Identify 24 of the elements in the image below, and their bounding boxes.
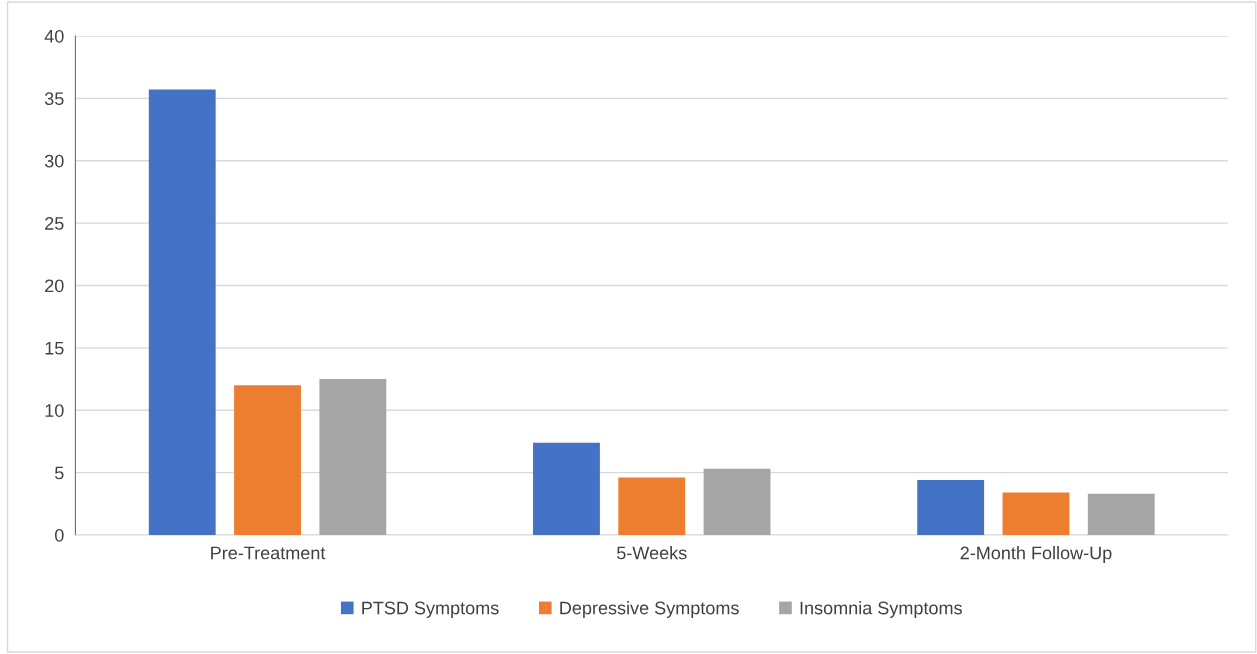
y-tick-label: 35 <box>44 92 64 106</box>
legend-label: PTSD Symptoms <box>362 601 499 618</box>
x-tick-label: 2-Month Follow-Up <box>960 546 1112 563</box>
bar <box>618 477 686 535</box>
bar <box>533 442 600 535</box>
y-tick-label: 0 <box>54 528 64 542</box>
bar <box>148 89 216 535</box>
legend-label: Insomnia Symptoms <box>800 601 962 618</box>
x-tick-label: 5-Weeks <box>617 546 687 560</box>
bar <box>917 480 985 535</box>
bar <box>234 385 301 535</box>
y-tick-label: 5 <box>54 466 64 480</box>
y-tick-label: 20 <box>45 279 64 293</box>
bar <box>703 468 771 535</box>
bar <box>1002 492 1070 535</box>
legend-label: Depressive Symptoms <box>560 601 739 618</box>
bar <box>319 379 387 535</box>
y-tick-label: 15 <box>45 341 64 355</box>
y-tick-label: 10 <box>45 404 64 417</box>
x-tick-label: Pre-Treatment <box>211 546 326 560</box>
y-tick-label: 25 <box>45 217 64 230</box>
y-tick-label: 30 <box>44 154 64 168</box>
bar <box>1087 493 1155 535</box>
y-tick-label: 40 <box>44 29 64 43</box>
